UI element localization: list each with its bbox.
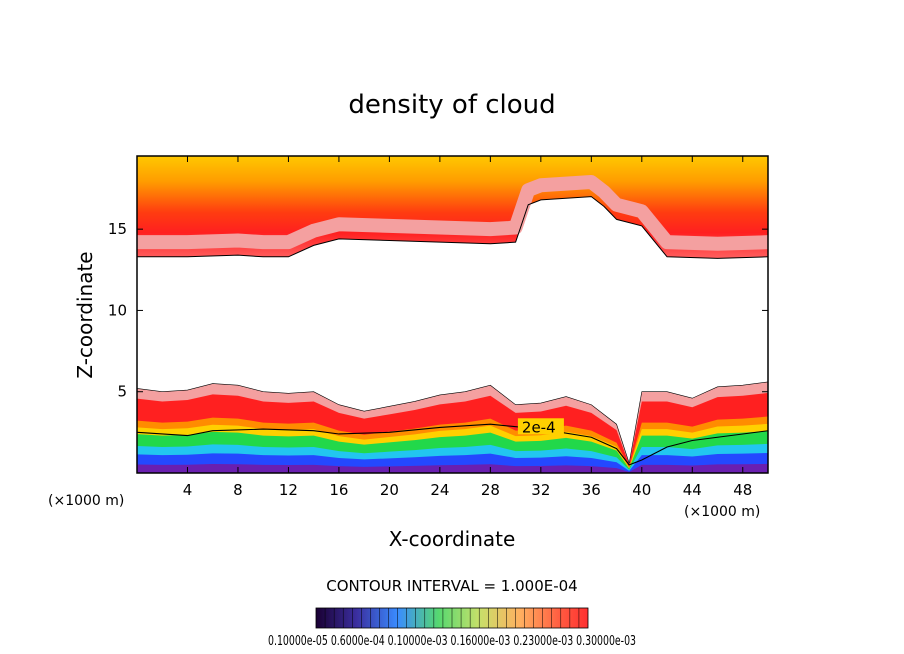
x-unit-label-left: (×1000 m) [48,493,124,509]
x-tick-label: 36 [582,481,601,499]
y-axis-label: Z-coordinate [73,251,97,378]
y-tick-label: 5 [117,383,127,401]
x-tick-label: 32 [531,481,550,499]
x-tick-label: 44 [683,481,702,499]
x-tick-label: 20 [380,481,399,499]
chart-title: density of cloud [348,90,555,120]
x-tick-label: 40 [632,481,651,499]
colorbar-ticks [324,608,580,628]
x-tick-label: 28 [481,481,500,499]
upper-layer-contour [137,196,768,259]
lower-layer-contour [137,381,768,464]
x-tick-label: 12 [279,481,298,499]
colorbar-labels: 0.10000e-05 0.6000e-04 0.10000e-03 0.160… [268,634,636,649]
x-axis-label: X-coordinate [389,527,516,551]
y-tick-label: 15 [108,220,127,238]
contour-label-bg [517,418,564,435]
x-tick-label: 8 [233,481,243,499]
contour-interval-text: CONTOUR INTERVAL = 1.000E-04 [326,577,577,595]
x-tick-label: 24 [430,481,449,499]
x-unit-label-right: (×1000 m) [684,504,760,520]
contour-label: 2e-4 [522,418,556,436]
x-tick-label: 4 [183,481,193,499]
plot-frame [136,155,769,474]
y-tick-label: 10 [108,301,127,319]
x-tick-label: 16 [329,481,348,499]
plot-area: 2e-4 [137,156,768,473]
lower-band-purple [137,463,768,473]
upper-layer-fringe [137,175,768,251]
x-tick-label: 48 [733,481,752,499]
